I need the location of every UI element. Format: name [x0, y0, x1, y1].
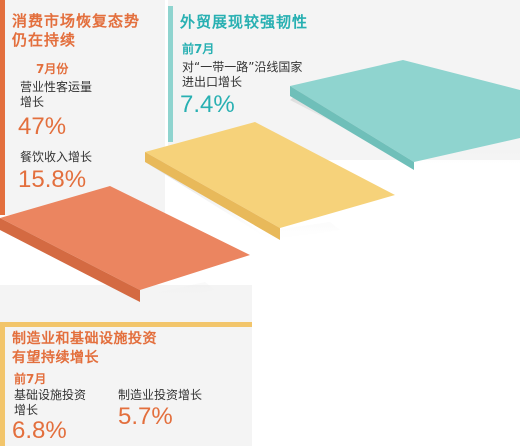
consumer-accent-bar	[0, 0, 5, 215]
trade-label-line2: 进出口增长	[182, 75, 243, 89]
consumer-item2-value: 15.8%	[18, 166, 87, 193]
orange-step-top	[0, 186, 250, 290]
trade-label: 对“一带一路”沿线国家 进出口增长	[182, 60, 302, 90]
consumer-heading-line1: 消费市场恢复态势	[12, 12, 141, 30]
teal-step-top	[290, 60, 520, 162]
investment-item1-label: 基础设施投资 增长	[14, 388, 86, 418]
investment-item1-value: 6.8%	[12, 417, 67, 444]
trade-value: 7.4%	[180, 91, 235, 118]
consumer-item1-value: 47%	[18, 113, 67, 140]
trade-period: 前7月	[182, 42, 215, 56]
trade-accent-bar	[168, 6, 173, 142]
orange-step-side	[0, 218, 140, 302]
consumer-panel	[0, 0, 165, 215]
consumer-heading: 消费市场恢复态势 仍在持续	[12, 12, 140, 50]
investment-item2-value: 5.7%	[118, 403, 173, 430]
teal-step-side	[290, 86, 414, 170]
investment-heading-line1: 制造业和基础设施投资	[12, 331, 157, 347]
consumer-item1-label-line2: 增长	[20, 95, 45, 109]
yellow-step-side	[145, 152, 280, 240]
trade-label-line1: 对“一带一路”沿线国家	[182, 60, 303, 74]
consumer-heading-line2: 仍在持续	[12, 31, 77, 49]
yellow-step-top	[145, 122, 395, 228]
investment-panel	[0, 285, 252, 446]
investment-accent-bar	[0, 322, 252, 327]
investment-side-bar	[0, 322, 5, 446]
investment-period: 前7月	[14, 372, 47, 386]
investment-heading: 制造业和基础设施投资 有望持续增长	[12, 330, 157, 368]
consumer-item1-label: 营业性客运量 增长	[20, 80, 92, 110]
consumer-item2-label: 餐饮收入增长	[20, 150, 93, 164]
investment-item1-label-line2: 增长	[14, 403, 39, 417]
consumer-item1-label-line1: 营业性客运量	[20, 80, 93, 94]
investment-heading-line2: 有望持续增长	[12, 350, 99, 366]
investment-item2-label: 制造业投资增长	[118, 388, 203, 402]
trade-heading: 外贸展现较强韧性	[180, 13, 309, 31]
consumer-period: 7月份	[36, 62, 69, 76]
investment-item1-label-line1: 基础设施投资	[14, 388, 87, 402]
